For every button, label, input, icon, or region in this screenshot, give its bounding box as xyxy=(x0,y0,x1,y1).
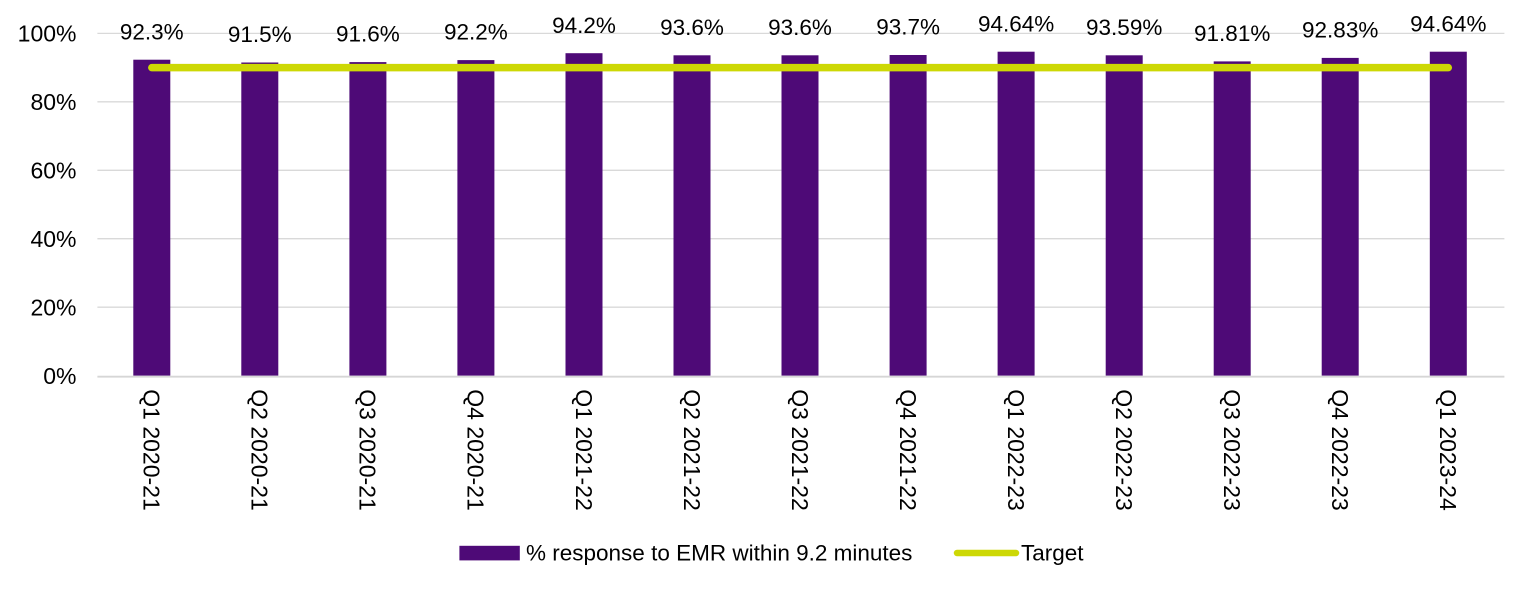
svg-text:92.83%: 92.83% xyxy=(1302,18,1378,43)
svg-text:91.6%: 91.6% xyxy=(336,22,400,47)
svg-text:Q4 2020-21: Q4 2020-21 xyxy=(463,389,489,510)
svg-text:92.3%: 92.3% xyxy=(120,19,184,44)
svg-text:Q2 2021-22: Q2 2021-22 xyxy=(679,389,705,510)
svg-text:94.64%: 94.64% xyxy=(1410,11,1486,36)
svg-text:Q3 2022-23: Q3 2022-23 xyxy=(1219,389,1245,510)
svg-text:93.6%: 93.6% xyxy=(768,15,832,40)
svg-text:Q4 2021-22: Q4 2021-22 xyxy=(895,389,921,510)
svg-text:20%: 20% xyxy=(30,294,76,320)
svg-text:94.64%: 94.64% xyxy=(978,11,1054,36)
svg-text:100%: 100% xyxy=(18,21,77,47)
svg-text:Q1 2022-23: Q1 2022-23 xyxy=(1003,389,1029,510)
svg-text:Q1 2021-22: Q1 2021-22 xyxy=(571,389,597,510)
svg-text:Q1 2020-21: Q1 2020-21 xyxy=(139,389,165,510)
svg-text:% response to EMR within 9.2 m: % response to EMR within 9.2 minutes xyxy=(526,540,912,565)
svg-text:Q1 2023-24: Q1 2023-24 xyxy=(1435,389,1461,511)
svg-text:94.2%: 94.2% xyxy=(552,13,616,38)
svg-text:0%: 0% xyxy=(43,363,76,389)
svg-text:Q3 2020-21: Q3 2020-21 xyxy=(355,389,381,510)
svg-text:93.6%: 93.6% xyxy=(660,15,724,40)
svg-text:Q2 2022-23: Q2 2022-23 xyxy=(1111,389,1137,510)
svg-text:93.7%: 93.7% xyxy=(876,15,940,40)
svg-text:Target: Target xyxy=(1021,540,1084,565)
svg-text:91.81%: 91.81% xyxy=(1194,21,1270,46)
svg-text:92.2%: 92.2% xyxy=(444,20,508,45)
svg-text:93.59%: 93.59% xyxy=(1086,15,1162,40)
svg-text:80%: 80% xyxy=(30,89,76,115)
svg-text:Q2 2020-21: Q2 2020-21 xyxy=(247,389,273,510)
svg-text:Q4 2022-23: Q4 2022-23 xyxy=(1327,389,1353,510)
svg-text:91.5%: 91.5% xyxy=(228,22,292,47)
svg-text:60%: 60% xyxy=(30,158,76,184)
svg-text:Q3 2021-22: Q3 2021-22 xyxy=(787,389,813,510)
svg-text:40%: 40% xyxy=(30,226,76,252)
